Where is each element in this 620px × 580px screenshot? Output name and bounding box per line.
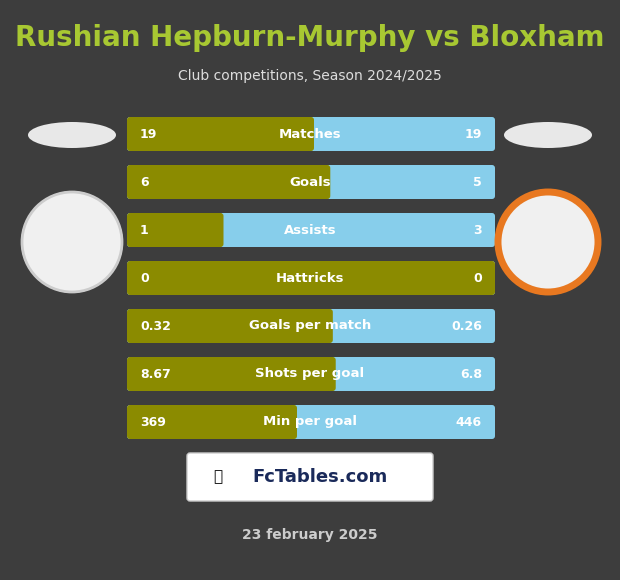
Text: Shots per goal: Shots per goal xyxy=(255,368,365,380)
Text: 5: 5 xyxy=(473,176,482,189)
FancyBboxPatch shape xyxy=(127,165,330,199)
FancyBboxPatch shape xyxy=(127,213,223,247)
Circle shape xyxy=(498,192,598,292)
Text: Matches: Matches xyxy=(278,128,342,140)
Text: 19: 19 xyxy=(140,128,157,140)
Circle shape xyxy=(22,192,122,292)
Text: 0.26: 0.26 xyxy=(451,320,482,332)
FancyBboxPatch shape xyxy=(127,405,495,439)
FancyBboxPatch shape xyxy=(187,453,433,501)
Text: 8.67: 8.67 xyxy=(140,368,170,380)
Text: Club competitions, Season 2024/2025: Club competitions, Season 2024/2025 xyxy=(178,69,442,83)
Text: 6.8: 6.8 xyxy=(460,368,482,380)
Text: 6: 6 xyxy=(140,176,149,189)
Text: 0.32: 0.32 xyxy=(140,320,171,332)
FancyBboxPatch shape xyxy=(127,213,495,247)
Ellipse shape xyxy=(504,122,592,148)
Text: Goals per match: Goals per match xyxy=(249,320,371,332)
Text: Min per goal: Min per goal xyxy=(263,415,357,429)
Text: Assists: Assists xyxy=(284,223,336,237)
Text: Hattricks: Hattricks xyxy=(276,271,344,285)
FancyBboxPatch shape xyxy=(127,165,495,199)
FancyBboxPatch shape xyxy=(127,357,335,391)
FancyBboxPatch shape xyxy=(127,261,495,295)
FancyBboxPatch shape xyxy=(127,309,495,343)
Text: 3: 3 xyxy=(474,223,482,237)
FancyBboxPatch shape xyxy=(127,357,495,391)
Text: 0: 0 xyxy=(140,271,149,285)
FancyBboxPatch shape xyxy=(127,117,314,151)
FancyBboxPatch shape xyxy=(127,261,495,295)
Text: FcTables.com: FcTables.com xyxy=(252,468,388,486)
Text: 369: 369 xyxy=(140,415,166,429)
Text: 📊: 📊 xyxy=(213,469,223,484)
Text: 1: 1 xyxy=(140,223,149,237)
Text: Goals: Goals xyxy=(289,176,331,189)
FancyBboxPatch shape xyxy=(127,117,495,151)
FancyBboxPatch shape xyxy=(127,309,333,343)
Text: 23 february 2025: 23 february 2025 xyxy=(242,528,378,542)
Ellipse shape xyxy=(28,122,116,148)
FancyBboxPatch shape xyxy=(127,405,297,439)
Text: 19: 19 xyxy=(464,128,482,140)
Text: Rushian Hepburn-Murphy vs Bloxham: Rushian Hepburn-Murphy vs Bloxham xyxy=(16,24,604,52)
Text: 446: 446 xyxy=(456,415,482,429)
Text: 0: 0 xyxy=(473,271,482,285)
